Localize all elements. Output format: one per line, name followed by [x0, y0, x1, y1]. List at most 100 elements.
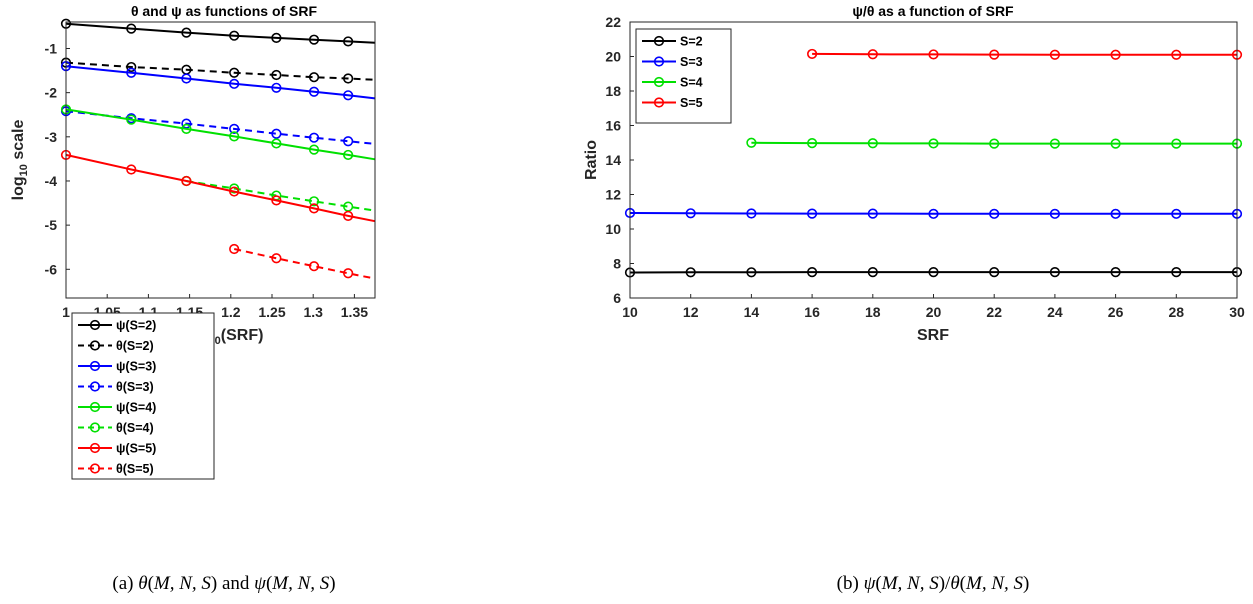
panel-a: 1 1.05 1.1 1.15 1.2 1.25 1.3 1.35-1-2-3-4-5-6 θ…	[10, 3, 376, 594]
data-point	[229, 131, 240, 142]
legend-label: S=2	[680, 35, 703, 49]
data-point	[343, 90, 354, 101]
series-line	[629, 212, 1237, 215]
data-point	[308, 72, 320, 83]
data-point	[229, 186, 240, 197]
legend-marker	[653, 35, 665, 47]
series-b	[624, 48, 1243, 278]
legend-marker	[89, 401, 101, 413]
y-tick-label: -6	[45, 261, 58, 277]
data-point	[343, 210, 354, 221]
y-tick-label: 18	[605, 83, 621, 99]
legend-box	[635, 28, 732, 124]
legend-label: S=4	[680, 76, 703, 90]
x-tick-label: 1.2	[221, 304, 241, 320]
data-point	[928, 267, 939, 278]
legend-label: θ(S=3)	[116, 380, 154, 394]
data-point	[806, 208, 818, 219]
legend-marker	[89, 360, 101, 372]
data-point	[1171, 49, 1182, 60]
data-point	[928, 138, 939, 149]
legend-marker	[89, 340, 101, 351]
y-axis-label-b: Ratio	[583, 140, 600, 180]
data-point	[1110, 208, 1121, 219]
data-point	[271, 82, 282, 93]
legend-a: ψ(S=2) θ(S=2) ψ(S=3) θ(S=3) ψ(S=4) θ(S=4) ψ(S=…	[71, 312, 215, 480]
data-point	[271, 128, 282, 139]
data-point	[229, 243, 240, 255]
legend-marker	[89, 463, 101, 474]
x-tick-label: 1.25	[258, 304, 285, 320]
y-axis-label-a: log10 scale	[10, 120, 30, 201]
x-tick-label: 1	[62, 304, 70, 320]
x-tick-label: 26	[1108, 304, 1124, 320]
data-point	[1049, 138, 1060, 149]
data-point	[928, 49, 939, 60]
data-point	[308, 34, 320, 45]
caption-a: (a) θ(M, N, S) and ψ(M, N, S)	[112, 573, 335, 594]
legend-label: ψ(S=2)	[116, 319, 156, 333]
x-tick-label: 18	[865, 304, 881, 320]
x-tick-label: 1.3	[303, 304, 323, 320]
ticks-b: 10 12 14 16 18 20 22 24 26 28 30 6 8 10 12 14 16 18 20 22	[605, 14, 1245, 320]
data-point	[1110, 49, 1121, 60]
data-point	[1171, 138, 1182, 149]
data-point	[867, 138, 878, 149]
data-point	[1049, 208, 1060, 219]
plot-frame-a	[65, 21, 376, 299]
x-tick-label: 22	[986, 304, 1002, 320]
series-line	[812, 52, 1237, 56]
chart-title-a: θ and ψ as functions of SRF	[131, 3, 318, 19]
data-point	[181, 175, 192, 187]
x-tick-label: 30	[1229, 304, 1245, 320]
data-point	[308, 196, 320, 207]
x-tick-label: 28	[1169, 304, 1185, 320]
y-tick-label: 10	[605, 221, 621, 237]
series-line	[65, 153, 376, 223]
data-point	[343, 36, 354, 47]
legend-marker	[89, 381, 101, 392]
legend-marker	[89, 442, 101, 454]
y-tick-label: 20	[605, 49, 621, 65]
series-line	[65, 110, 376, 145]
x-axis-label-b: SRF	[917, 327, 949, 344]
data-point	[271, 32, 282, 43]
data-point	[806, 48, 818, 60]
ticks-a: 1 1.05 1.1 1.15 1.2 1.25 1.3 1.35-1-2-3-4-5-6	[45, 40, 369, 320]
legend-label: θ(S=4)	[116, 421, 154, 435]
data-point	[308, 132, 320, 143]
legend-marker	[653, 76, 665, 88]
data-point	[867, 267, 878, 278]
series-line	[65, 61, 376, 81]
data-point	[181, 27, 192, 38]
data-point	[806, 137, 818, 149]
data-point	[126, 67, 137, 78]
data-point	[746, 267, 757, 278]
data-point	[271, 253, 282, 264]
data-point	[308, 144, 320, 155]
data-point	[181, 123, 192, 134]
data-point	[343, 149, 354, 161]
data-point	[1110, 267, 1121, 278]
data-point	[1171, 267, 1182, 278]
data-point	[181, 73, 192, 84]
x-tick-label: 12	[683, 304, 699, 320]
legend-label: θ(S=5)	[116, 462, 154, 476]
y-tick-label: 22	[605, 14, 621, 30]
data-point	[308, 86, 320, 97]
y-tick-label: 6	[613, 290, 621, 306]
data-point	[746, 208, 757, 219]
x-tick-label: 14	[744, 304, 760, 320]
data-point	[308, 261, 320, 272]
series-line	[751, 141, 1237, 145]
data-point	[229, 67, 240, 78]
chart-title-b: ψ/θ as a function of SRF	[852, 3, 1014, 19]
data-point	[126, 114, 137, 125]
legend-marker	[89, 422, 101, 433]
legend-label: S=5	[680, 96, 703, 110]
legend-label: ψ(S=3)	[116, 360, 156, 374]
y-tick-label: 8	[613, 256, 621, 272]
legend-marker	[653, 56, 665, 67]
data-point	[989, 208, 1000, 219]
